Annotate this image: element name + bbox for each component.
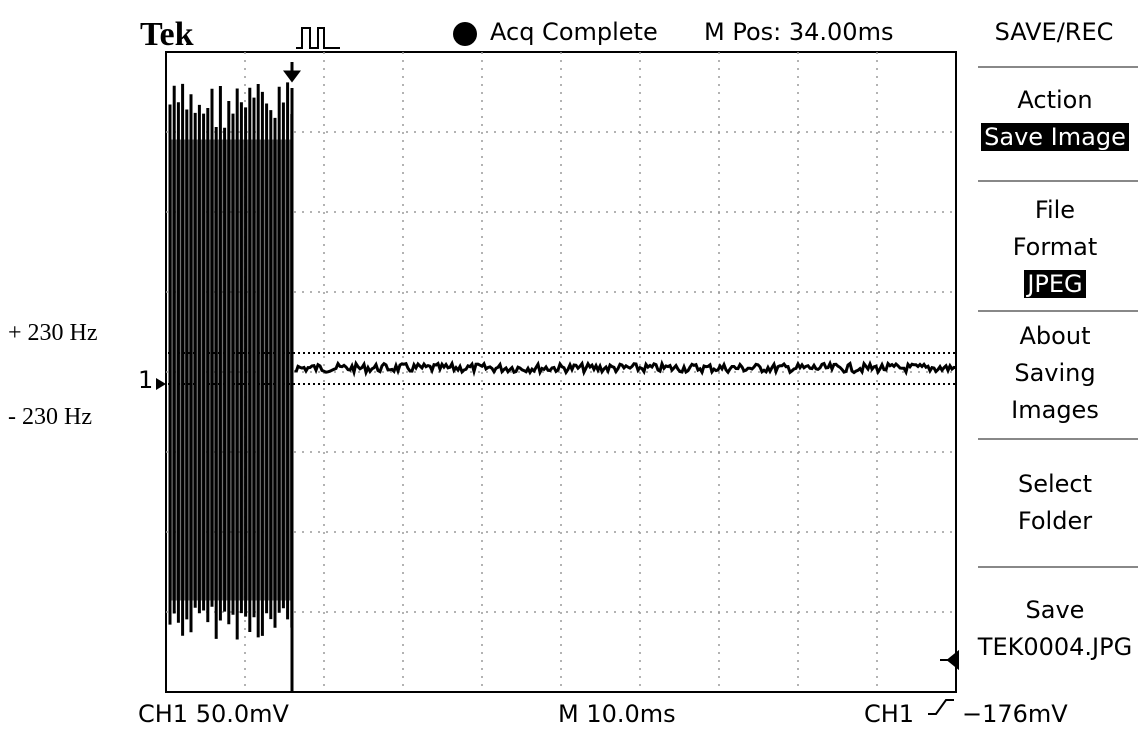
menu-action-button[interactable]: Action Save Image xyxy=(970,82,1140,156)
m-position-readout: M Pos: 34.00ms xyxy=(704,18,894,46)
ch1-waveform xyxy=(168,82,957,692)
menu-title: SAVE/REC xyxy=(994,18,1114,46)
acq-status-dot-icon xyxy=(453,22,477,46)
menu-separator xyxy=(978,310,1138,312)
trigger-position-marker-icon xyxy=(283,62,301,83)
trigger-level-marker-icon xyxy=(940,649,959,671)
trigger-level-readout: −176mV xyxy=(962,700,1068,728)
menu-file-format-button[interactable]: File Format JPEG xyxy=(970,192,1140,303)
ch1-scale-readout: CH1 50.0mV xyxy=(138,700,289,728)
menu-select-folder-label-2: Folder xyxy=(1017,507,1093,535)
trigger-source-readout: CH1 xyxy=(864,700,915,728)
waveform-steady xyxy=(294,359,957,378)
menu-file-format-value: JPEG xyxy=(1024,270,1086,298)
trigger-slope-icon xyxy=(928,699,954,715)
acquisition-status: Acq Complete xyxy=(490,18,658,46)
menu-save-label-1: Save xyxy=(1025,596,1085,624)
menu-about-label-1: About xyxy=(1019,322,1091,350)
lower-freq-annotation: - 230 Hz xyxy=(8,404,92,430)
menu-about-saving-button[interactable]: About Saving Images xyxy=(970,318,1140,429)
upper-freq-annotation: + 230 Hz xyxy=(8,320,98,346)
menu-separator xyxy=(978,180,1138,182)
ch1-ground-marker-icon xyxy=(156,378,166,390)
menu-about-label-3: Images xyxy=(1011,396,1099,424)
channel-marker-label: 1 xyxy=(138,366,154,394)
timebase-readout: M 10.0ms xyxy=(558,700,676,728)
menu-action-label: Action xyxy=(1017,86,1093,114)
menu-separator xyxy=(978,438,1138,440)
menu-select-folder-button[interactable]: Select Folder xyxy=(970,466,1140,540)
menu-select-folder-label-1: Select xyxy=(1017,470,1093,498)
menu-separator xyxy=(978,566,1138,568)
menu-action-value: Save Image xyxy=(981,123,1129,151)
brand-logo: Tek xyxy=(140,16,194,53)
menu-save-label-2: TEK0004.JPG xyxy=(977,633,1133,661)
menu-file-format-label-1: File xyxy=(1034,196,1076,224)
menu-save-button[interactable]: Save TEK0004.JPG xyxy=(970,592,1140,666)
menu-file-format-label-2: Format xyxy=(1012,233,1098,261)
waveform-burst-fill xyxy=(169,139,293,601)
pulse-trigger-icon xyxy=(296,27,340,49)
menu-separator xyxy=(978,66,1138,68)
menu-about-label-2: Saving xyxy=(1014,359,1096,387)
